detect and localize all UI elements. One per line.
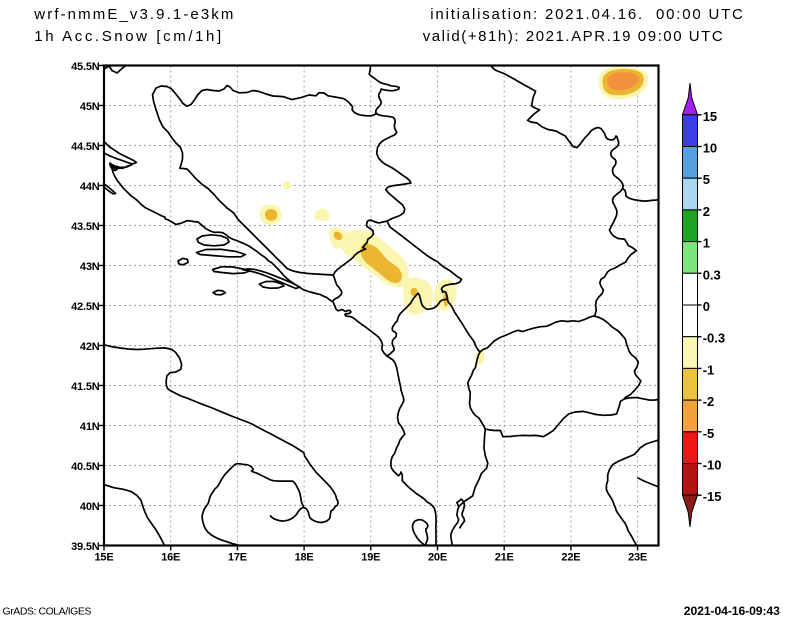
svg-text:5: 5	[703, 172, 710, 187]
svg-text:-0.3: -0.3	[703, 331, 725, 346]
svg-text:2: 2	[703, 204, 710, 219]
svg-text:20E: 20E	[428, 552, 447, 564]
svg-text:-10: -10	[703, 458, 722, 473]
svg-text:45.5N: 45.5N	[71, 61, 100, 73]
svg-text:44N: 44N	[80, 181, 100, 193]
svg-text:40N: 40N	[80, 501, 100, 513]
svg-text:-5: -5	[703, 426, 715, 441]
svg-text:42.5N: 42.5N	[71, 301, 100, 313]
svg-text:40.5N: 40.5N	[71, 461, 100, 473]
svg-text:1: 1	[703, 236, 710, 251]
svg-text:-15: -15	[703, 489, 722, 504]
svg-text:0.3: 0.3	[703, 267, 721, 282]
svg-text:39.5N: 39.5N	[71, 541, 100, 553]
svg-text:0: 0	[703, 299, 710, 314]
svg-text:GrADS: COLA/IGES: GrADS: COLA/IGES	[3, 606, 92, 618]
svg-text:-2: -2	[703, 394, 715, 409]
svg-text:43.5N: 43.5N	[71, 221, 100, 233]
svg-text:16E: 16E	[161, 552, 180, 564]
svg-text:41.5N: 41.5N	[71, 381, 100, 393]
svg-text:15E: 15E	[95, 552, 114, 564]
svg-text:2021-04-16-09:43: 2021-04-16-09:43	[684, 604, 780, 618]
svg-text:22E: 22E	[561, 552, 580, 564]
svg-text:1h Acc.Snow [cm/1h]: 1h Acc.Snow [cm/1h]	[34, 28, 223, 45]
svg-text:23E: 23E	[628, 552, 647, 564]
svg-text:15: 15	[703, 109, 717, 124]
svg-text:41N: 41N	[80, 421, 100, 433]
svg-text:42N: 42N	[80, 341, 100, 353]
svg-text:10: 10	[703, 141, 717, 156]
svg-text:19E: 19E	[361, 552, 380, 564]
svg-text:valid(+81h): 2021.APR.19 09:00: valid(+81h): 2021.APR.19 09:00 UTC	[423, 28, 725, 45]
svg-text:21E: 21E	[495, 552, 514, 564]
svg-text:44.5N: 44.5N	[71, 141, 100, 153]
svg-text:initialisation: 2021.04.16. 0: initialisation: 2021.04.16. 00:00 UTC	[430, 6, 744, 23]
svg-text:43N: 43N	[80, 261, 100, 273]
svg-text:17E: 17E	[228, 552, 247, 564]
svg-text:-1: -1	[703, 362, 715, 377]
svg-text:wrf-nmmE_v3.9.1-e3km: wrf-nmmE_v3.9.1-e3km	[33, 6, 235, 23]
svg-text:18E: 18E	[295, 552, 314, 564]
svg-text:45N: 45N	[80, 101, 100, 113]
